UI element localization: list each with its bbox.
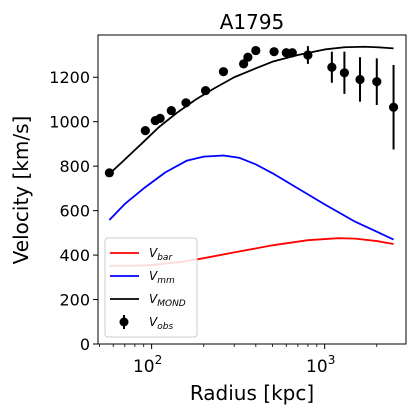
series-line-mond — [108, 45, 394, 175]
data-point — [287, 48, 297, 58]
chart-title: A1795 — [220, 10, 285, 34]
y-tick-label: 200 — [59, 291, 90, 310]
legend-label-mm: Vmm — [149, 269, 175, 286]
data-point — [327, 62, 337, 72]
y-axis-label: Velocity [km/s] — [9, 116, 33, 265]
data-point — [166, 105, 176, 116]
data-point — [155, 113, 165, 123]
data-point — [251, 45, 261, 56]
data-point — [269, 47, 279, 57]
data-point — [181, 98, 191, 108]
data-point — [104, 168, 114, 178]
data-point — [372, 77, 382, 87]
y-tick-label: 400 — [59, 246, 90, 265]
series-line-mm — [108, 154, 394, 241]
legend-label-bar: Vbar — [149, 246, 173, 263]
x-axis-label: Radius [kpc] — [190, 381, 314, 405]
data-point — [218, 67, 229, 77]
legend-swatch-marker — [119, 317, 129, 327]
y-tick-label: 1200 — [49, 68, 90, 87]
legend-label-obs: Vobs — [149, 315, 173, 332]
y-tick-label: 1000 — [49, 113, 90, 132]
data-point — [355, 74, 365, 85]
data-point — [140, 125, 150, 136]
data-point — [200, 85, 211, 96]
data-point — [388, 102, 399, 112]
data-point — [339, 68, 350, 78]
data-point — [239, 59, 249, 69]
data-point — [243, 52, 253, 62]
data-point — [303, 50, 313, 60]
x-tick-label: 103 — [306, 353, 335, 377]
legend-label-mond: VMOND — [149, 292, 186, 309]
y-tick-label: 800 — [59, 157, 90, 176]
y-tick-label: 0 — [80, 335, 90, 354]
x-tick-label: 102 — [133, 353, 162, 377]
plot-frame — [97, 34, 407, 345]
legend-box — [104, 237, 198, 338]
y-tick-label: 600 — [59, 202, 90, 221]
